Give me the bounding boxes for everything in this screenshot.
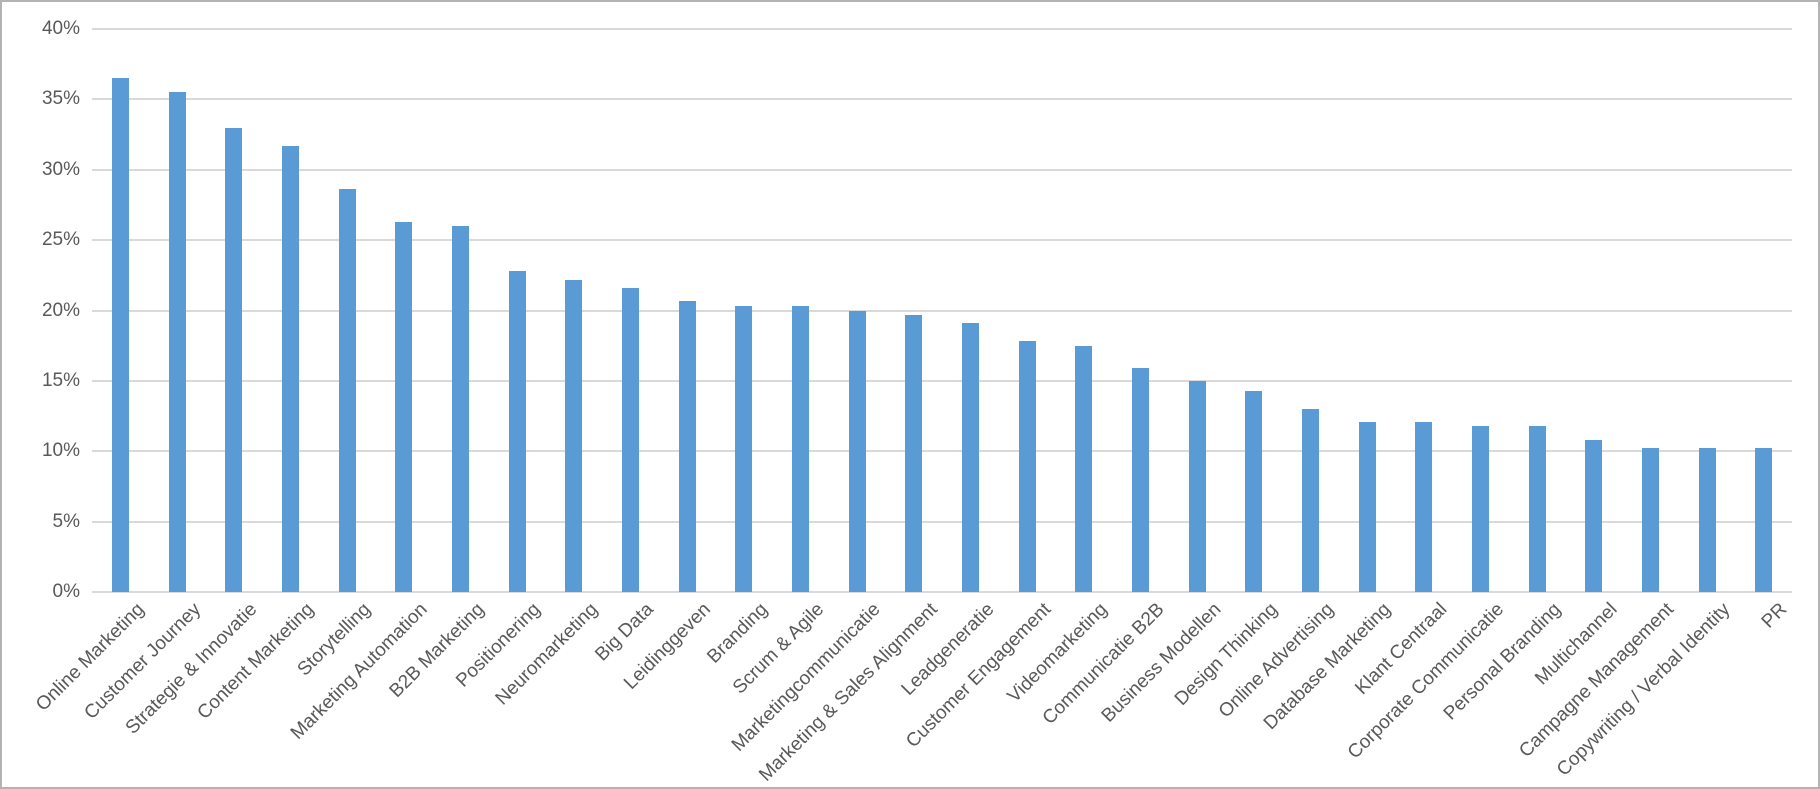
bar	[395, 221, 413, 592]
bar	[565, 279, 583, 592]
gridline	[92, 520, 1792, 523]
y-axis-tick-label: 25%	[41, 229, 80, 251]
bar	[905, 314, 923, 592]
y-axis-tick-label: 40%	[41, 18, 80, 39]
y-axis-tick-label: 10%	[41, 440, 80, 462]
bar	[1131, 368, 1149, 592]
y-axis-tick-label: 35%	[41, 88, 80, 110]
y-axis-tick-label: 15%	[41, 369, 80, 391]
bar	[1528, 425, 1546, 592]
bar	[1471, 425, 1489, 592]
bar	[1641, 448, 1659, 592]
bar	[1358, 421, 1376, 592]
bar	[338, 189, 356, 592]
bar	[451, 226, 469, 592]
bar	[621, 287, 639, 592]
x-axis-line	[92, 591, 1792, 593]
bar	[1301, 409, 1319, 592]
gridline	[92, 168, 1792, 171]
gridline	[92, 239, 1792, 242]
x-axis-label: Neuromarketing	[491, 599, 602, 710]
x-axis-label: Videomarketing	[1003, 599, 1112, 707]
bar	[735, 306, 753, 592]
bar	[281, 145, 299, 592]
bar	[961, 323, 979, 592]
bar	[1698, 448, 1716, 592]
bar	[1585, 439, 1603, 592]
bar	[111, 78, 129, 592]
bar	[1018, 341, 1036, 592]
gridline	[92, 379, 1792, 382]
y-axis-tick-label: 30%	[41, 158, 80, 180]
gridline	[92, 309, 1792, 312]
bar	[848, 310, 866, 592]
bar	[1415, 421, 1433, 592]
bar	[225, 127, 243, 592]
gridline	[92, 98, 1792, 101]
gridline	[92, 28, 1792, 30]
bar	[168, 92, 186, 592]
bar	[508, 271, 526, 592]
bar	[1188, 380, 1206, 592]
x-axis-label: PR	[1757, 599, 1792, 633]
y-axis-tick-label: 0%	[52, 581, 80, 602]
bar	[1075, 345, 1093, 592]
bar	[1755, 448, 1773, 592]
y-axis-tick-label: 5%	[52, 510, 80, 532]
bar	[678, 300, 696, 592]
bar	[791, 306, 809, 592]
y-axis-tick-label: 20%	[41, 299, 80, 321]
bar	[1245, 390, 1263, 592]
gridline	[92, 450, 1792, 453]
